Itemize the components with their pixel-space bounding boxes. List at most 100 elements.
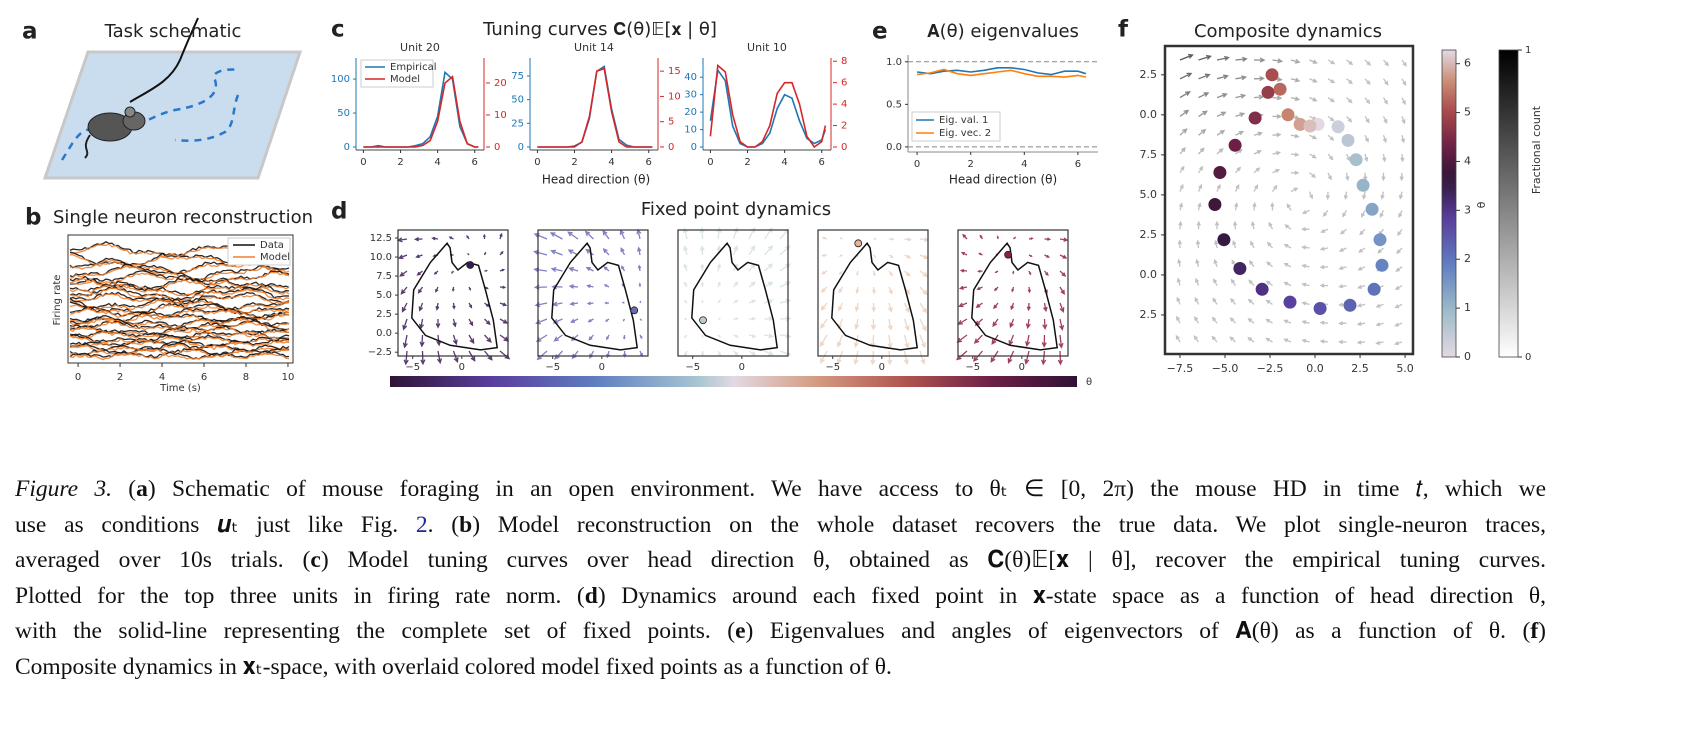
quiver-arrow	[764, 316, 774, 322]
quiver-arrow	[499, 232, 503, 240]
quiver-arrow	[1229, 317, 1236, 324]
quiver-arrow	[1198, 147, 1205, 155]
quiver-arrow	[996, 235, 999, 240]
quiver-arrow	[870, 350, 876, 366]
quiver-arrow	[1272, 58, 1284, 64]
quiver-arrow	[1327, 153, 1334, 161]
quiver-arrow	[452, 318, 457, 328]
quiver-arrow	[821, 270, 828, 275]
y-tick-label: 0	[691, 142, 697, 153]
axes-frame	[397, 229, 509, 357]
quiver-arrow	[958, 285, 968, 290]
quiver-arrow	[602, 229, 610, 240]
x-tick-label: 2	[397, 157, 403, 168]
fixed-point	[1283, 295, 1297, 309]
x-tick-label: 0	[914, 159, 920, 170]
colorbar-tick-label: 3	[1464, 203, 1471, 216]
x-axis-label: Head direction (θ)	[949, 173, 1057, 187]
quiver-arrow	[431, 236, 439, 241]
quiver-arrow	[587, 318, 594, 323]
quiver-arrow	[1011, 286, 1015, 293]
unit-title: Unit 10	[747, 41, 787, 54]
quiver-arrow	[1230, 297, 1237, 305]
y2-tick-label: 6	[841, 78, 847, 89]
y-tick-label: 1.0	[886, 57, 902, 68]
panel-label: b	[25, 205, 41, 231]
quiver-arrow	[1198, 128, 1207, 136]
quiver-arrow	[1338, 247, 1347, 252]
quiver-arrow	[717, 317, 722, 320]
quiver-arrow	[413, 237, 423, 242]
quiver-arrow	[1283, 338, 1292, 343]
axes-frame	[1163, 44, 1415, 356]
quiver-arrow	[854, 318, 860, 331]
quiver-arrow	[452, 334, 458, 346]
quiver-arrow	[748, 350, 757, 356]
fixed-point	[1356, 178, 1370, 192]
quiver-arrow	[820, 350, 828, 364]
quiver-arrow	[622, 318, 626, 322]
x-tick-label: 0	[739, 362, 745, 373]
quiver-arrow	[748, 299, 757, 304]
y-tick-label: 30	[684, 90, 697, 101]
fixed-point	[1293, 117, 1307, 131]
y-tick-label: 20	[684, 107, 697, 118]
quiver-arrow	[1356, 303, 1366, 308]
quiver-arrow	[1382, 78, 1389, 86]
quiver-arrow	[1394, 303, 1403, 309]
quiver-arrow	[1272, 169, 1281, 174]
quiver-arrow	[904, 237, 912, 242]
caption: Figure 3. (a) Schematic of mouse foragin…	[15, 472, 1546, 685]
quiver-arrow	[701, 299, 704, 304]
panel-title: Single neuron reconstruction	[53, 207, 313, 228]
quiver-arrow	[1309, 97, 1318, 102]
model-curve	[537, 67, 653, 148]
quiver-arrow	[1179, 54, 1194, 61]
quiver-arrow	[499, 268, 506, 272]
quiver-arrow	[1319, 283, 1329, 288]
quiver-arrow	[451, 270, 455, 274]
trace	[69, 298, 290, 312]
quiver-arrow	[700, 263, 705, 272]
trace	[69, 352, 290, 361]
caption-text: (	[112, 476, 137, 502]
quiver-arrow	[1319, 246, 1329, 251]
x-axis-label: Time (s)	[159, 383, 201, 394]
colorbar-label: θ	[1475, 201, 1488, 208]
quiver-arrow	[1359, 228, 1366, 236]
quiver-arrow	[819, 334, 828, 348]
quiver-arrow	[1346, 78, 1353, 85]
trace	[69, 307, 290, 321]
quiver-arrow	[1253, 184, 1259, 192]
quiver-arrow	[1322, 209, 1329, 217]
quiver-arrow	[604, 301, 610, 305]
fixed-point	[1375, 258, 1389, 272]
quiver-arrow	[1179, 91, 1191, 99]
legend-entry: Model	[260, 252, 290, 263]
quiver-arrow	[1380, 191, 1385, 200]
y-tick-label: 7.5	[376, 271, 392, 282]
y-tick-label: 0.5	[886, 99, 902, 110]
quiver-arrow	[1008, 334, 1015, 347]
quiver-arrow	[1381, 172, 1386, 182]
x-tick-label: 0	[1019, 362, 1025, 373]
quiver-arrow	[1401, 116, 1406, 125]
quiver-arrow	[1364, 134, 1369, 143]
fixed-point	[1208, 198, 1222, 211]
quiver-arrow	[549, 232, 563, 240]
quiver-arrow	[1290, 96, 1301, 102]
quiver-arrow	[1028, 254, 1033, 257]
quiver-arrow	[1301, 320, 1310, 325]
y2-tick-label: 10	[494, 110, 507, 121]
x-tick-label: 6	[819, 157, 825, 168]
colorbar-label: Fractional count	[1530, 105, 1543, 194]
unit-title: Unit 14	[574, 41, 614, 54]
quiver-arrow	[1394, 322, 1403, 327]
quiver-arrow	[1345, 172, 1350, 182]
quiver-arrow	[550, 249, 563, 256]
quiver-arrow	[748, 281, 756, 288]
quiver-arrow	[701, 350, 705, 357]
quiver-arrow	[903, 318, 910, 332]
quiver-arrow	[1265, 280, 1273, 287]
quiver-arrow	[1194, 296, 1200, 305]
